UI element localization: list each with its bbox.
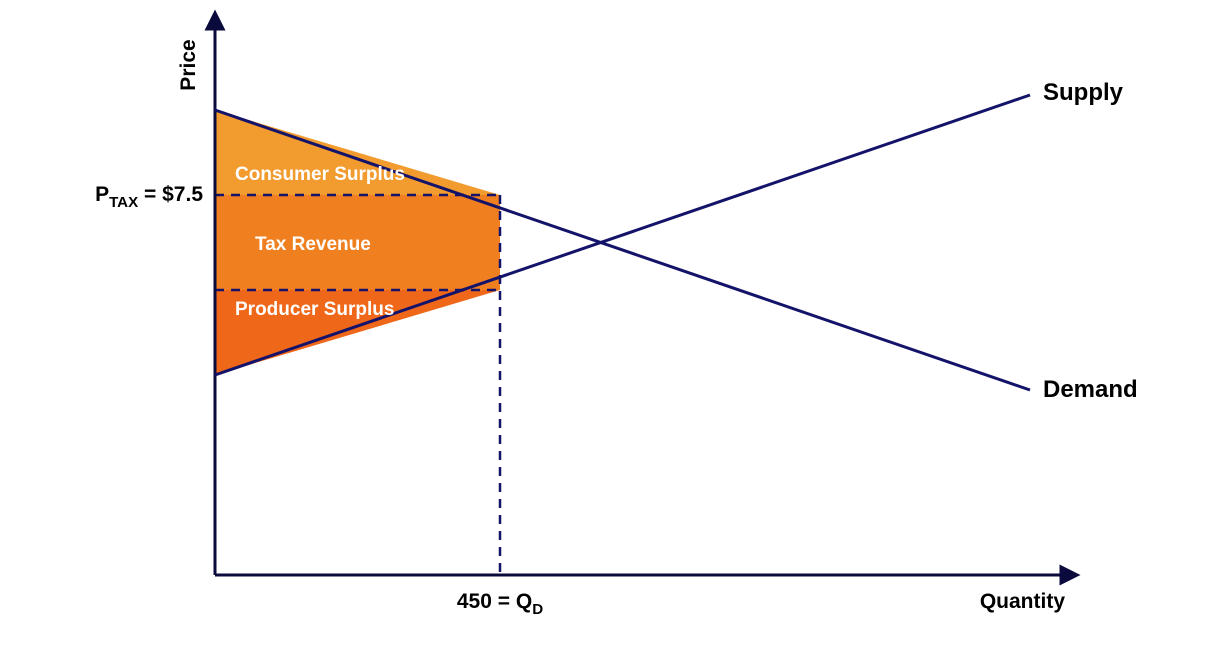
ptax-price-label: PTAX = $7.5: [95, 183, 203, 211]
tax-revenue-label: Tax Revenue: [255, 234, 371, 255]
supply-demand-tax-chart: Price Quantity Supply Demand Consumer Su…: [0, 0, 1216, 655]
producer-surplus-label: Producer Surplus: [235, 299, 394, 320]
supply-label: Supply: [1043, 79, 1124, 106]
x-axis-label: Quantity: [980, 590, 1065, 613]
y-axis-label: Price: [177, 39, 200, 90]
consumer-surplus-label: Consumer Surplus: [235, 164, 405, 185]
demand-label: Demand: [1043, 376, 1138, 403]
qd-quantity-label: 450 = QD: [457, 590, 543, 618]
